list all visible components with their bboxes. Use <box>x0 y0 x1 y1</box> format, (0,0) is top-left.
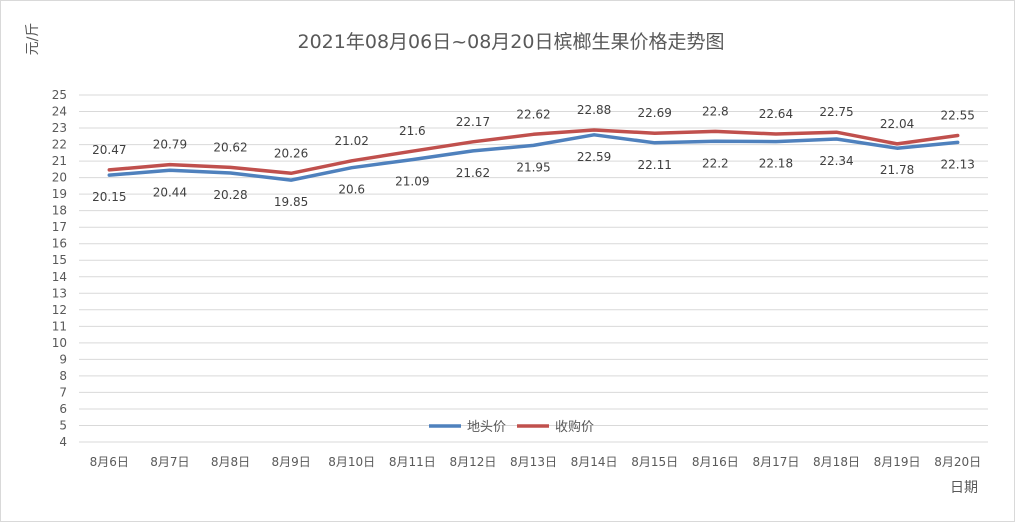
y-tick-label: 22 <box>52 138 67 152</box>
y-tick-label: 23 <box>52 121 67 135</box>
x-tick-label: 8月18日 <box>813 455 860 469</box>
x-tick-label: 8月20日 <box>934 455 981 469</box>
y-tick-label: 24 <box>52 105 67 119</box>
y-tick-label: 21 <box>52 154 67 168</box>
y-tick-label: 8 <box>59 369 67 383</box>
data-label: 22.17 <box>456 115 490 129</box>
data-label: 22.34 <box>819 154 853 168</box>
data-label: 22.2 <box>702 156 729 170</box>
data-label: 21.62 <box>456 166 490 180</box>
data-label: 22.88 <box>577 103 611 117</box>
data-label: 20.79 <box>153 138 187 152</box>
y-tick-label: 25 <box>52 88 67 102</box>
data-label: 21.09 <box>395 175 429 189</box>
x-tick-label: 8月13日 <box>510 455 557 469</box>
y-axis-ticks: 4 5 6 7 8 9 10 11 12 13 14 15 16 17 18 19 20 21 22 23 24 25 <box>52 88 67 449</box>
y-tick-label: 9 <box>59 352 67 366</box>
y-tick-label: 20 <box>52 171 67 185</box>
data-label: 21.02 <box>335 134 369 148</box>
legend-label-1: 地头价 <box>467 420 506 435</box>
data-label: 20.26 <box>274 146 308 160</box>
data-labels: 20.15 20.44 20.28 19.85 20.6 21.09 21.62 21.95 2… <box>92 103 975 209</box>
data-label: 22.64 <box>759 107 793 121</box>
data-label: 22.62 <box>516 107 550 121</box>
x-tick-label: 8月19日 <box>874 455 921 469</box>
x-tick-label: 8月6日 <box>90 455 129 469</box>
y-tick-label: 13 <box>52 286 67 300</box>
x-tick-label: 8月17日 <box>752 455 799 469</box>
data-label: 22.04 <box>880 117 914 131</box>
x-tick-label: 8月10日 <box>328 455 375 469</box>
x-tick-label: 8月11日 <box>389 455 436 469</box>
data-label: 22.59 <box>577 150 611 164</box>
y-tick-label: 4 <box>59 435 67 449</box>
y-tick-label: 10 <box>52 336 67 350</box>
y-tick-label: 16 <box>52 237 67 251</box>
y-tick-label: 6 <box>59 402 67 416</box>
data-label: 21.95 <box>516 160 550 174</box>
data-label: 22.13 <box>941 157 975 171</box>
data-label: 20.6 <box>338 183 365 197</box>
x-tick-label: 8月8日 <box>211 455 250 469</box>
y-tick-label: 7 <box>59 385 67 399</box>
series-line-1 <box>107 133 960 182</box>
legend-label-2: 收购价 <box>555 419 594 435</box>
data-label: 20.15 <box>92 190 126 204</box>
y-axis-label: 元/斤 <box>25 23 41 56</box>
data-label: 20.28 <box>213 188 247 202</box>
data-label: 22.11 <box>638 158 672 172</box>
x-tick-label: 8月12日 <box>449 455 496 469</box>
gridlines <box>79 94 988 443</box>
y-tick-label: 18 <box>52 204 67 218</box>
data-label: 20.44 <box>153 185 187 199</box>
data-label: 22.75 <box>819 105 853 119</box>
chart-title: 2021年08月06日~08月20日槟榔生果价格走势图 <box>298 31 725 53</box>
data-label: 21.6 <box>399 124 426 138</box>
data-label: 22.55 <box>941 108 975 122</box>
data-label: 21.78 <box>880 163 914 177</box>
series-line-2 <box>107 128 960 176</box>
x-tick-label: 8月9日 <box>271 455 310 469</box>
y-tick-label: 12 <box>52 303 67 317</box>
series-lines <box>107 128 960 182</box>
x-axis-ticks: 8月6日 8月7日 8月8日 8月9日 8月10日 8月11日 8月12日 8月13日 8月14… <box>90 455 981 469</box>
data-label: 22.18 <box>759 157 793 171</box>
legend: 地头价 收购价 <box>429 419 594 435</box>
x-axis-label: 日期 <box>950 480 978 496</box>
x-tick-label: 8月14日 <box>571 455 618 469</box>
y-tick-label: 14 <box>52 270 67 284</box>
y-tick-label: 17 <box>52 220 67 234</box>
data-label: 22.8 <box>702 104 729 118</box>
data-label: 19.85 <box>274 195 308 209</box>
data-label: 20.62 <box>213 140 247 154</box>
y-tick-label: 11 <box>52 319 67 333</box>
x-tick-label: 8月16日 <box>692 455 739 469</box>
x-tick-label: 8月15日 <box>631 455 678 469</box>
y-tick-label: 15 <box>52 253 67 267</box>
data-label: 22.69 <box>638 106 672 120</box>
x-tick-label: 8月7日 <box>150 455 189 469</box>
y-tick-label: 5 <box>59 418 67 432</box>
data-label: 20.47 <box>92 143 126 157</box>
y-tick-label: 19 <box>52 187 67 201</box>
